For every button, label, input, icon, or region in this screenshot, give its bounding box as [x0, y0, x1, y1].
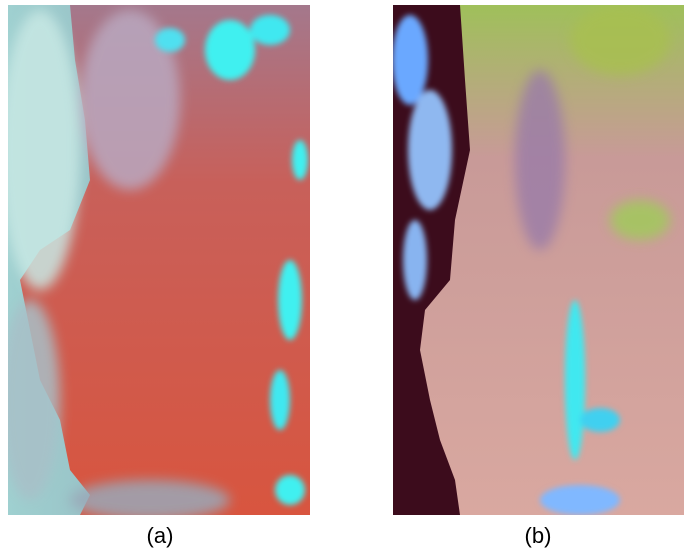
satellite-image-a — [8, 5, 310, 515]
satellite-image-b — [393, 5, 684, 515]
panel-label: (b) — [525, 523, 552, 548]
panel-label: (a) — [147, 523, 174, 548]
